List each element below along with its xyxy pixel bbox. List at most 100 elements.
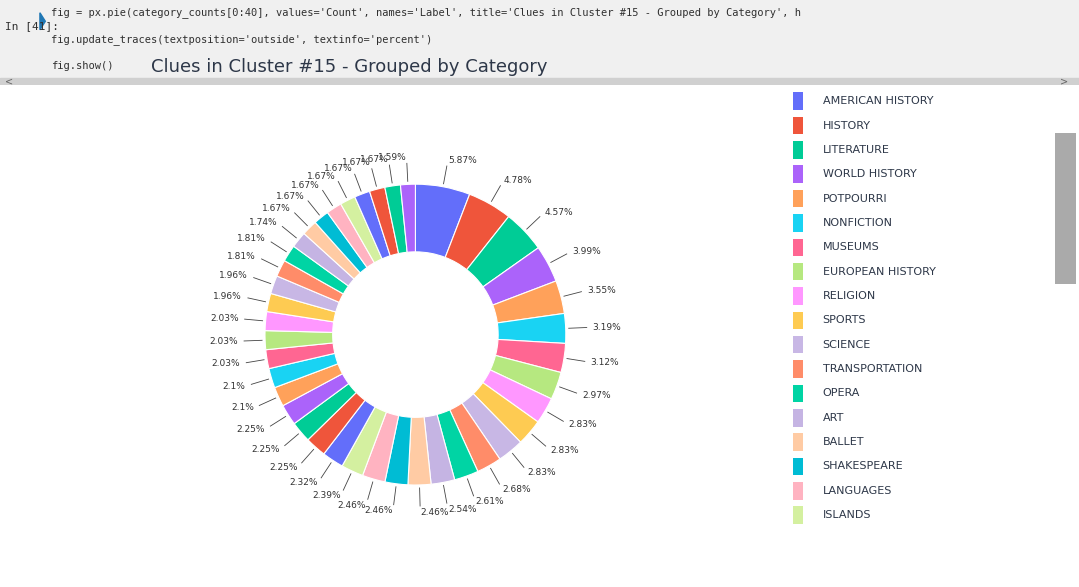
Wedge shape	[483, 248, 556, 305]
Text: <: <	[5, 77, 14, 87]
Text: fig.update_traces(textposition='outside', textinfo='percent'): fig.update_traces(textposition='outside'…	[51, 34, 432, 45]
Text: BALLET: BALLET	[822, 437, 864, 447]
Text: 3.99%: 3.99%	[572, 247, 601, 255]
Bar	[793, 360, 803, 378]
Wedge shape	[493, 281, 564, 323]
Text: RELIGION: RELIGION	[822, 291, 876, 301]
Text: 2.03%: 2.03%	[209, 337, 238, 346]
Wedge shape	[495, 339, 565, 373]
Bar	[0, 78, 1079, 85]
Wedge shape	[341, 197, 382, 263]
Text: 4.57%: 4.57%	[544, 208, 573, 217]
Text: ART: ART	[822, 413, 844, 423]
Wedge shape	[497, 313, 565, 343]
Text: 2.03%: 2.03%	[210, 314, 238, 323]
Wedge shape	[277, 261, 343, 302]
Polygon shape	[40, 13, 45, 30]
Text: MUSEUMS: MUSEUMS	[822, 242, 879, 252]
Text: 1.96%: 1.96%	[214, 292, 242, 301]
Wedge shape	[271, 276, 339, 312]
Wedge shape	[385, 185, 407, 254]
Text: 2.1%: 2.1%	[231, 403, 254, 413]
Text: 1.81%: 1.81%	[237, 234, 267, 243]
Text: 1.67%: 1.67%	[342, 158, 370, 167]
Wedge shape	[437, 410, 478, 480]
Text: 2.61%: 2.61%	[476, 497, 504, 506]
Bar	[793, 141, 803, 158]
Bar	[793, 506, 803, 524]
Text: 1.67%: 1.67%	[306, 171, 336, 181]
Wedge shape	[283, 374, 349, 424]
Bar	[793, 287, 803, 305]
Wedge shape	[269, 353, 338, 387]
Text: 3.12%: 3.12%	[590, 358, 619, 367]
Text: 1.67%: 1.67%	[359, 154, 388, 164]
Bar	[793, 263, 803, 281]
Text: LANGUAGES: LANGUAGES	[822, 486, 892, 496]
Text: 2.25%: 2.25%	[236, 425, 265, 434]
Text: 2.83%: 2.83%	[550, 446, 579, 454]
Wedge shape	[275, 364, 342, 406]
Text: AMERICAN HISTORY: AMERICAN HISTORY	[822, 96, 933, 106]
Wedge shape	[450, 403, 500, 471]
Wedge shape	[363, 412, 398, 482]
Wedge shape	[462, 394, 520, 459]
Text: 3.19%: 3.19%	[592, 323, 622, 332]
Text: 2.39%: 2.39%	[312, 491, 341, 500]
Text: 2.54%: 2.54%	[448, 505, 477, 514]
Text: 2.25%: 2.25%	[251, 445, 281, 454]
Text: 3.55%: 3.55%	[587, 286, 616, 295]
Wedge shape	[370, 187, 398, 256]
Bar	[793, 312, 803, 329]
Wedge shape	[424, 414, 454, 484]
Text: POTPOURRI: POTPOURRI	[822, 194, 887, 204]
Text: 1.81%: 1.81%	[228, 252, 256, 261]
Wedge shape	[385, 416, 411, 485]
Text: 5.87%: 5.87%	[448, 156, 477, 164]
Text: TRANSPORTATION: TRANSPORTATION	[822, 364, 921, 374]
Wedge shape	[315, 212, 367, 273]
Wedge shape	[304, 222, 360, 279]
Text: NONFICTION: NONFICTION	[822, 218, 892, 228]
Wedge shape	[446, 194, 508, 269]
Text: 2.68%: 2.68%	[503, 485, 531, 494]
Text: SCIENCE: SCIENCE	[822, 340, 871, 350]
Text: In [41]:: In [41]:	[5, 21, 59, 31]
Text: 1.67%: 1.67%	[261, 204, 290, 213]
Wedge shape	[415, 184, 469, 258]
Text: 1.67%: 1.67%	[324, 164, 353, 173]
Text: fig.show(): fig.show()	[51, 61, 113, 71]
Wedge shape	[408, 417, 432, 485]
Text: ISLANDS: ISLANDS	[822, 510, 871, 520]
Bar	[793, 166, 803, 183]
Text: WORLD HISTORY: WORLD HISTORY	[822, 169, 916, 179]
Wedge shape	[482, 370, 551, 422]
Text: 2.46%: 2.46%	[420, 508, 449, 517]
Bar	[793, 336, 803, 353]
Text: 1.96%: 1.96%	[219, 271, 248, 280]
Wedge shape	[267, 294, 336, 322]
Text: fig = px.pie(category_counts[0:40], values='Count', names='Label', title='Clues : fig = px.pie(category_counts[0:40], valu…	[51, 7, 801, 18]
Bar	[793, 482, 803, 500]
Wedge shape	[293, 234, 354, 286]
Wedge shape	[285, 247, 349, 294]
Text: 2.25%: 2.25%	[269, 463, 298, 472]
Text: EUROPEAN HISTORY: EUROPEAN HISTORY	[822, 266, 935, 276]
Bar	[793, 238, 803, 256]
Bar	[793, 117, 803, 134]
Text: HISTORY: HISTORY	[822, 120, 871, 130]
Text: 2.03%: 2.03%	[211, 359, 241, 368]
Text: 2.83%: 2.83%	[528, 467, 557, 477]
Text: 2.1%: 2.1%	[222, 382, 246, 390]
Wedge shape	[467, 217, 538, 287]
Bar	[793, 433, 803, 451]
Bar	[793, 384, 803, 402]
Text: 1.67%: 1.67%	[290, 181, 319, 190]
Text: 2.32%: 2.32%	[289, 478, 318, 487]
Text: 2.46%: 2.46%	[365, 506, 393, 515]
Wedge shape	[328, 204, 374, 268]
Text: 1.67%: 1.67%	[275, 192, 304, 201]
Text: 2.97%: 2.97%	[583, 390, 611, 400]
Wedge shape	[474, 383, 538, 442]
Bar	[793, 214, 803, 232]
